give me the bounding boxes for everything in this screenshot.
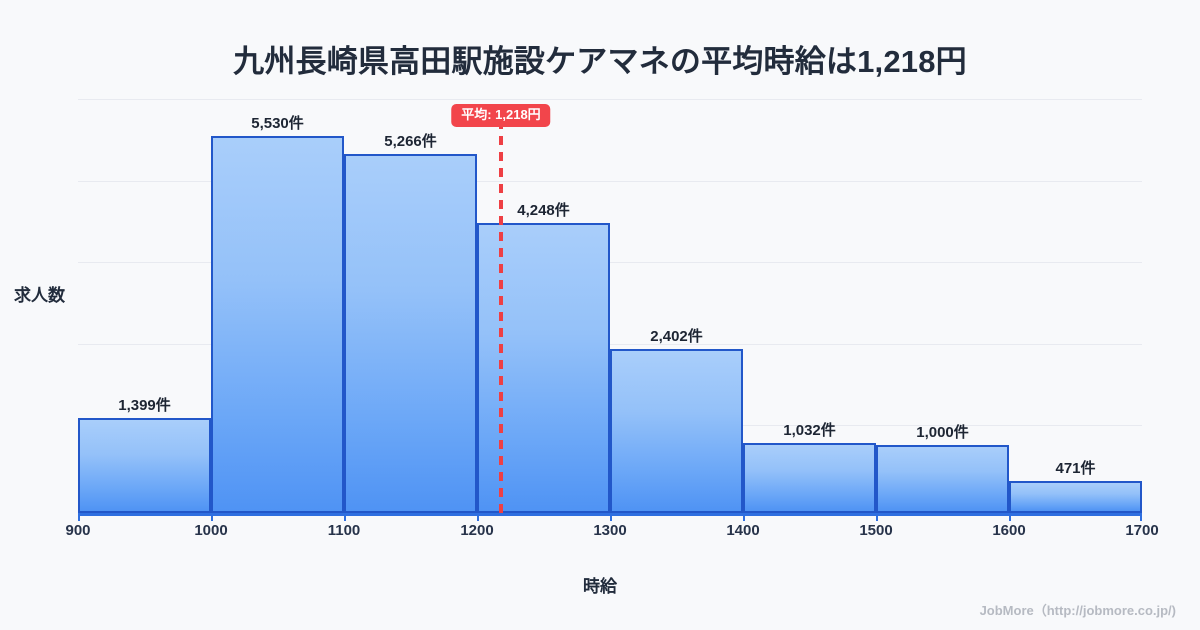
x-axis-tick-label: 1200 xyxy=(460,522,494,539)
x-axis-tick-label: 1700 xyxy=(1125,522,1159,539)
bar-value-label: 4,248件 xyxy=(517,202,570,220)
histogram-bar[interactable] xyxy=(876,444,1009,513)
x-axis-tick xyxy=(1009,513,1011,521)
bar-value-label: 2,402件 xyxy=(650,328,703,346)
x-axis-tick xyxy=(211,513,213,521)
x-axis-tick xyxy=(344,513,346,521)
x-axis-tick xyxy=(477,513,479,521)
bar-value-label: 1,032件 xyxy=(783,421,836,439)
bar-value-label: 5,266件 xyxy=(384,132,437,150)
x-axis-tick-label: 1500 xyxy=(859,522,893,539)
x-axis-tick-label: 1400 xyxy=(726,522,760,539)
x-axis-tick-label: 1100 xyxy=(327,522,361,539)
x-axis-tick xyxy=(1140,513,1142,521)
histogram-bar[interactable] xyxy=(1009,480,1142,513)
x-axis-tick-label: 1000 xyxy=(194,522,228,539)
x-axis-tick xyxy=(876,513,878,521)
plot-area xyxy=(78,90,1142,514)
bar-value-label: 1,000件 xyxy=(916,423,969,441)
histogram-bar[interactable] xyxy=(743,442,876,513)
average-line xyxy=(498,120,503,513)
bar-value-label: 1,399件 xyxy=(118,396,171,414)
histogram-bar[interactable] xyxy=(211,135,344,513)
gridline xyxy=(78,99,1142,100)
page-title: 九州長崎県高田駅施設ケアマネの平均時給は1,218円 xyxy=(233,44,967,79)
x-axis-tick xyxy=(743,513,745,521)
x-axis-tick-label: 1300 xyxy=(593,522,627,539)
histogram-bar[interactable] xyxy=(610,349,743,513)
histogram-bar[interactable] xyxy=(344,153,477,513)
x-axis-title: 時給 xyxy=(583,577,617,596)
histogram-bar[interactable] xyxy=(477,223,610,513)
x-axis-tick-label: 1600 xyxy=(992,522,1026,539)
bar-value-label: 5,530件 xyxy=(251,114,304,132)
y-axis-title: 求人数 xyxy=(14,286,65,305)
average-badge: 平均: 1,218円 xyxy=(451,104,551,128)
x-axis-tick xyxy=(610,513,612,521)
x-axis-tick-label: 900 xyxy=(65,522,91,539)
histogram-bar[interactable] xyxy=(78,417,211,513)
bar-value-label: 471件 xyxy=(1055,459,1096,477)
x-axis-tick xyxy=(78,513,80,521)
watermark-credit: JobMore（http://jobmore.co.jp/) xyxy=(979,603,1176,618)
